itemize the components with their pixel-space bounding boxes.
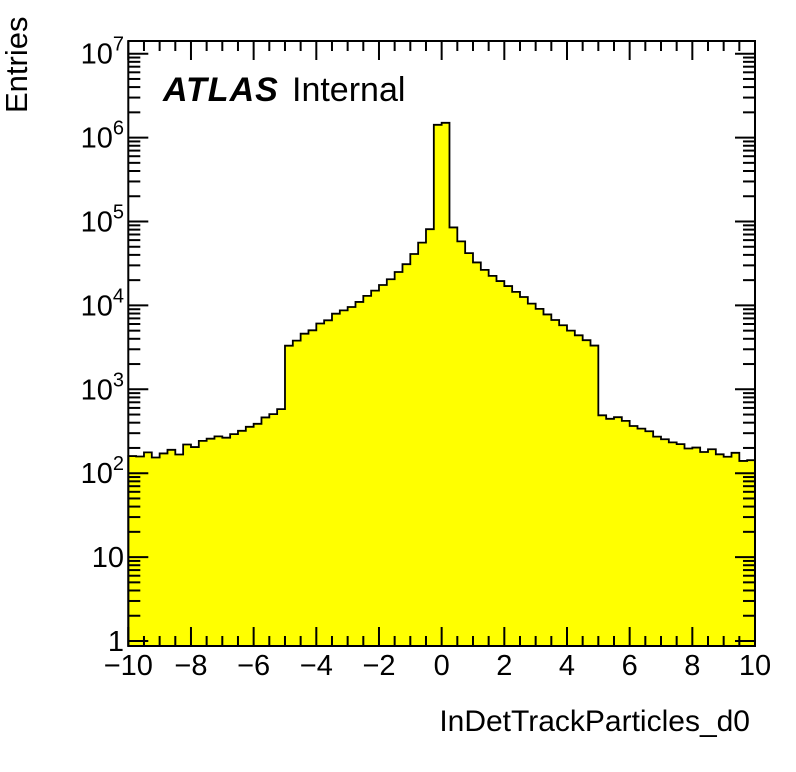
x-tick-label: −4	[300, 650, 333, 682]
y-tick-label: 10	[92, 542, 124, 574]
y-axis-title: Entries	[0, 17, 34, 113]
x-tick-label: −8	[174, 650, 207, 682]
x-tick-label: 0	[434, 650, 450, 682]
x-tick-label: 10	[739, 650, 771, 682]
histogram-series	[127, 121, 756, 647]
internal-label: Internal	[292, 71, 405, 109]
y-tick-label: 102	[81, 453, 124, 490]
y-tick-label: 104	[81, 285, 124, 322]
y-tick-label: 103	[81, 369, 124, 406]
y-tick-label: 107	[81, 34, 124, 71]
y-tick-label: 106	[81, 118, 124, 155]
x-tick-label: 4	[559, 650, 575, 682]
x-tick-label: −2	[362, 650, 395, 682]
atlas-label: ATLAS	[162, 71, 279, 109]
y-tick-label: 1	[108, 626, 124, 658]
x-tick-label: 8	[684, 650, 700, 682]
x-axis-title: InDetTrackParticles_d0	[439, 705, 750, 738]
x-tick-label: −6	[237, 650, 270, 682]
x-tick-label: 6	[622, 650, 638, 682]
y-tick-label: 105	[81, 202, 124, 239]
x-tick-label: −10	[104, 650, 153, 682]
x-tick-label: 2	[496, 650, 512, 682]
